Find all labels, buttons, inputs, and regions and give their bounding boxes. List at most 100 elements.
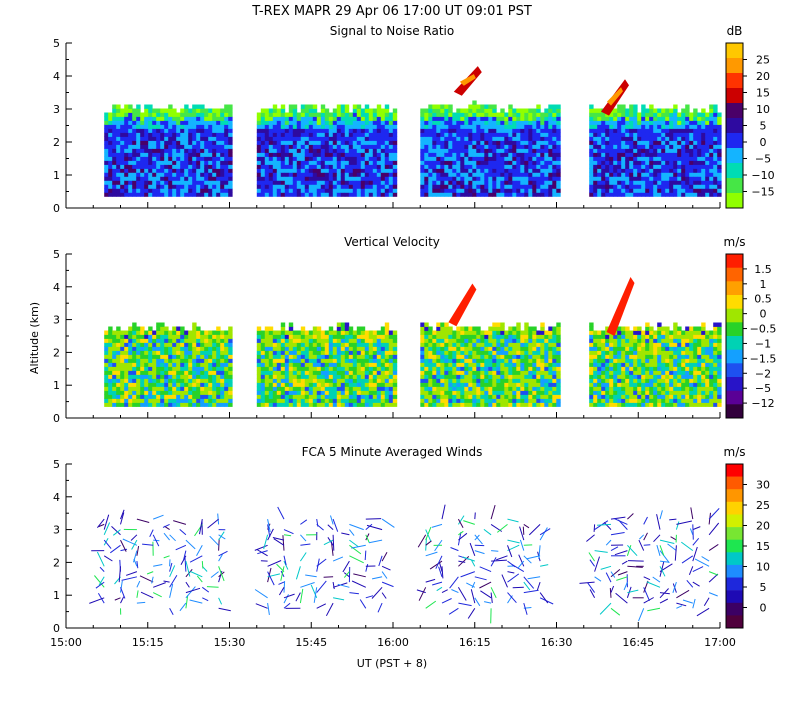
heatmap-cell [669,109,673,113]
heatmap-cell [697,165,701,169]
heatmap-cell [492,387,496,391]
heatmap-cell [641,121,645,125]
heatmap-cell [488,359,492,363]
heatmap-cell [277,395,281,399]
heatmap-cell [609,153,613,157]
heatmap-cell [697,188,701,192]
heatmap-cell [512,192,516,196]
heatmap-cell [357,145,361,149]
heatmap-cell [265,117,269,121]
heatmap-cell [349,391,353,395]
heatmap-cell [633,176,637,180]
heatmap-cell [528,184,532,188]
heatmap-cell [440,359,444,363]
heatmap-cell [128,188,132,192]
heatmap-cell [128,117,132,121]
heatmap-cell [705,192,709,196]
heatmap-cell [164,391,168,395]
heatmap-cell [168,351,172,355]
heatmap-cell [500,121,504,125]
heatmap-cell [337,172,341,176]
heatmap-cell [665,157,669,161]
heatmap-cell [212,395,216,399]
heatmap-cell [269,145,273,149]
heatmap-cell [317,121,321,125]
heatmap-cell [365,371,369,375]
heatmap-cell [685,113,689,117]
heatmap-cell [160,387,164,391]
heatmap-cell [528,335,532,339]
heatmap-cell [112,355,116,359]
heatmap-cell [180,375,184,379]
heatmap-cell [508,387,512,391]
heatmap-cell [472,339,476,343]
heatmap-cell [444,172,448,176]
heatmap-cell [464,379,468,383]
heatmap-cell [508,172,512,176]
heatmap-cell [496,113,500,117]
heatmap-cell [464,363,468,367]
heatmap-cell [261,109,265,113]
heatmap-cell [548,109,552,113]
heatmap-cell [120,109,124,113]
heatmap-cell [460,371,464,375]
heatmap-cell [297,129,301,133]
heatmap-cell [432,387,436,391]
heatmap-cell [289,121,293,125]
heatmap-cell [617,168,621,172]
heatmap-cell [176,363,180,367]
heatmap-cell [365,192,369,196]
heatmap-cell [492,109,496,113]
heatmap-cell [492,351,496,355]
heatmap-cell [289,109,293,113]
heatmap-cell [269,121,273,125]
heatmap-cell [172,109,176,113]
heatmap-cell [512,375,516,379]
heatmap-cell [484,339,488,343]
heatmap-cell [468,157,472,161]
heatmap-cell [325,109,329,113]
heatmap-cell [385,149,389,153]
heatmap-cell [436,161,440,165]
heatmap-cell [428,379,432,383]
heatmap-cell [269,184,273,188]
heatmap-cell [440,133,444,137]
heatmap-cell [524,375,528,379]
heatmap-cell [172,343,176,347]
heatmap-cell [337,188,341,192]
heatmap-cell [176,165,180,169]
heatmap-cell [496,323,500,327]
heatmap-cell [168,387,172,391]
heatmap-cell [152,192,156,196]
heatmap-cell [665,117,669,121]
heatmap-cell [548,157,552,161]
heatmap-cell [345,347,349,351]
heatmap-cell [697,125,701,129]
heatmap-cell [188,383,192,387]
heatmap-cell [504,383,508,387]
heatmap-cell [345,343,349,347]
panel-title: Signal to Noise Ratio [330,24,454,38]
heatmap-cell [188,403,192,407]
heatmap-cell [393,347,397,351]
heatmap-cell [329,403,333,407]
heatmap-cell [200,335,204,339]
heatmap-cell [152,153,156,157]
heatmap-cell [456,117,460,121]
heatmap-cell [508,141,512,145]
heatmap-cell [361,395,365,399]
heatmap-cell [597,168,601,172]
heatmap-cell [613,133,617,137]
heatmap-cell [188,168,192,172]
heatmap-cell [180,129,184,133]
heatmap-cell [717,133,721,137]
heatmap-cell [524,172,528,176]
heatmap-cell [136,133,140,137]
heatmap-cell [464,339,468,343]
heatmap-cell [436,121,440,125]
heatmap-cell [152,343,156,347]
heatmap-cell [176,129,180,133]
heatmap-cell [468,184,472,188]
heatmap-cell [496,153,500,157]
heatmap-cell [472,141,476,145]
